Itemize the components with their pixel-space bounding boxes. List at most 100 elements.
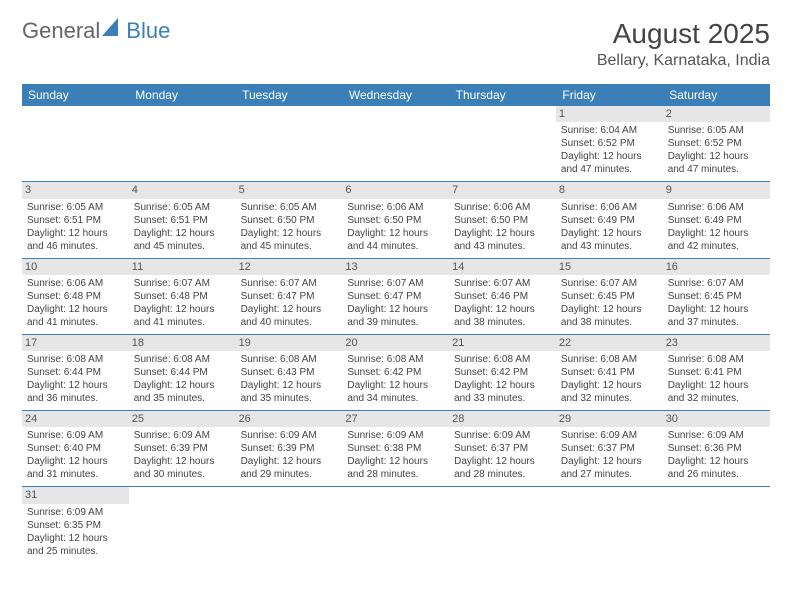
day-info: Sunrise: 6:05 AMSunset: 6:51 PMDaylight:… [134,201,231,253]
day-number: 8 [556,182,663,198]
calendar-row: 31 Sunrise: 6:09 AMSunset: 6:35 PMDayligh… [22,487,770,563]
calendar-cell: 13Sunrise: 6:07 AMSunset: 6:47 PMDayligh… [342,258,449,334]
calendar-cell: 3 Sunrise: 6:05 AMSunset: 6:51 PMDaylight… [22,182,129,258]
day-info: Sunrise: 6:09 AMSunset: 6:35 PMDaylight:… [27,506,124,558]
calendar-cell: 25 Sunrise: 6:09 AMSunset: 6:39 PMDayligh… [129,411,236,487]
day-info: Sunrise: 6:06 AMSunset: 6:49 PMDaylight:… [668,201,765,253]
weekday-header: Sunday [22,84,129,106]
calendar-cell [236,106,343,182]
calendar-cell [129,106,236,182]
calendar-row: 3 Sunrise: 6:05 AMSunset: 6:51 PMDaylight… [22,182,770,258]
calendar-cell: 26 Sunrise: 6:09 AMSunset: 6:39 PMDayligh… [236,411,343,487]
page-title: August 2025 [597,18,770,50]
calendar-cell: 17Sunrise: 6:08 AMSunset: 6:44 PMDayligh… [22,334,129,410]
title-block: August 2025 Bellary, Karnataka, India [597,18,770,70]
calendar-cell: 15 Sunrise: 6:07 AMSunset: 6:45 PMDayligh… [556,258,663,334]
day-info: Sunrise: 6:09 AMSunset: 6:36 PMDaylight:… [668,429,765,481]
day-number: 21 [449,335,556,351]
day-info: Sunrise: 6:06 AMSunset: 6:50 PMDaylight:… [454,201,551,253]
day-info: Sunrise: 6:06 AMSunset: 6:49 PMDaylight:… [561,201,658,253]
day-info: Sunrise: 6:07 AMSunset: 6:48 PMDaylight:… [134,277,231,329]
sail-icon [102,18,124,44]
calendar-row: 1 Sunrise: 6:04 AMSunset: 6:52 PMDaylight… [22,106,770,182]
day-info: Sunrise: 6:09 AMSunset: 6:39 PMDaylight:… [134,429,231,481]
calendar-cell [449,106,556,182]
weekday-header: Monday [129,84,236,106]
calendar-body: 1 Sunrise: 6:04 AMSunset: 6:52 PMDaylight… [22,106,770,563]
calendar-cell: 10 Sunrise: 6:06 AMSunset: 6:48 PMDayligh… [22,258,129,334]
calendar-cell: 31 Sunrise: 6:09 AMSunset: 6:35 PMDayligh… [22,487,129,563]
calendar-cell: 5Sunrise: 6:05 AMSunset: 6:50 PMDaylight… [236,182,343,258]
day-info: Sunrise: 6:05 AMSunset: 6:50 PMDaylight:… [241,201,338,253]
day-info: Sunrise: 6:07 AMSunset: 6:46 PMDaylight:… [454,277,551,329]
weekday-header: Thursday [449,84,556,106]
calendar-cell: 4 Sunrise: 6:05 AMSunset: 6:51 PMDaylight… [129,182,236,258]
day-info: Sunrise: 6:06 AMSunset: 6:48 PMDaylight:… [27,277,124,329]
day-number: 17 [22,335,129,351]
day-number: 26 [236,411,343,427]
logo-text-b: Blue [126,18,170,44]
calendar-cell: 1 Sunrise: 6:04 AMSunset: 6:52 PMDaylight… [556,106,663,182]
day-info: Sunrise: 6:09 AMSunset: 6:37 PMDaylight:… [561,429,658,481]
logo-text-a: General [22,18,100,44]
day-number: 2 [663,106,770,122]
calendar-cell: 6 Sunrise: 6:06 AMSunset: 6:50 PMDaylight… [342,182,449,258]
day-info: Sunrise: 6:09 AMSunset: 6:40 PMDaylight:… [27,429,124,481]
day-number: 16 [663,259,770,275]
calendar-cell: 29Sunrise: 6:09 AMSunset: 6:37 PMDayligh… [556,411,663,487]
day-number: 12 [236,259,343,275]
calendar-cell [129,487,236,563]
day-number: 7 [449,182,556,198]
day-number: 24 [22,411,129,427]
day-number: 15 [556,259,663,275]
day-number: 1 [556,106,663,122]
location: Bellary, Karnataka, India [597,52,770,70]
day-number: 13 [342,259,449,275]
calendar-cell [342,106,449,182]
calendar-cell: 30 Sunrise: 6:09 AMSunset: 6:36 PMDayligh… [663,411,770,487]
calendar-row: 17 Sunrise: 6:08 AMSunset: 6:44 PMDayligh… [22,334,770,410]
day-number: 4 [129,182,236,198]
header: General Blue August 2025 Bellary, Karnat… [22,18,770,70]
weekday-header: Saturday [663,84,770,106]
weekday-header: Wednesday [342,84,449,106]
day-info: Sunrise: 6:05 AMSunset: 6:51 PMDaylight:… [27,201,124,253]
calendar-cell: 11 Sunrise: 6:07 AMSunset: 6:48 PMDayligh… [129,258,236,334]
day-number: 31 [22,487,129,503]
day-number: 3 [22,182,129,198]
calendar-cell [663,487,770,563]
weekday-header: Tuesday [236,84,343,106]
day-number: 25 [129,411,236,427]
calendar-row: 10 Sunrise: 6:06 AMSunset: 6:48 PMDayligh… [22,258,770,334]
day-number: 19 [236,335,343,351]
calendar-cell: 8 Sunrise: 6:06 AMSunset: 6:49 PMDaylight… [556,182,663,258]
day-info: Sunrise: 6:09 AMSunset: 6:37 PMDaylight:… [454,429,551,481]
day-number: 22 [556,335,663,351]
calendar-cell: 22Sunrise: 6:08 AMSunset: 6:41 PMDayligh… [556,334,663,410]
day-number: 23 [663,335,770,351]
day-number: 6 [342,182,449,198]
day-info: Sunrise: 6:07 AMSunset: 6:45 PMDaylight:… [561,277,658,329]
day-info: Sunrise: 6:08 AMSunset: 6:44 PMDaylight:… [134,353,231,405]
day-info: Sunrise: 6:07 AMSunset: 6:47 PMDaylight:… [241,277,338,329]
day-info: Sunrise: 6:06 AMSunset: 6:50 PMDaylight:… [347,201,444,253]
day-number: 18 [129,335,236,351]
calendar-cell: 28Sunrise: 6:09 AMSunset: 6:37 PMDayligh… [449,411,556,487]
calendar-cell: 19Sunrise: 6:08 AMSunset: 6:43 PMDayligh… [236,334,343,410]
day-info: Sunrise: 6:04 AMSunset: 6:52 PMDaylight:… [561,124,658,176]
day-number: 10 [22,259,129,275]
calendar-cell: 18 Sunrise: 6:08 AMSunset: 6:44 PMDayligh… [129,334,236,410]
calendar-cell [342,487,449,563]
day-number: 14 [449,259,556,275]
weekday-header: Friday [556,84,663,106]
calendar-cell: 16 Sunrise: 6:07 AMSunset: 6:45 PMDayligh… [663,258,770,334]
day-number: 11 [129,259,236,275]
calendar-cell: 2Sunrise: 6:05 AMSunset: 6:52 PMDaylight… [663,106,770,182]
calendar-row: 24 Sunrise: 6:09 AMSunset: 6:40 PMDayligh… [22,411,770,487]
calendar-cell: 27Sunrise: 6:09 AMSunset: 6:38 PMDayligh… [342,411,449,487]
day-info: Sunrise: 6:07 AMSunset: 6:45 PMDaylight:… [668,277,765,329]
day-info: Sunrise: 6:09 AMSunset: 6:38 PMDaylight:… [347,429,444,481]
day-info: Sunrise: 6:09 AMSunset: 6:39 PMDaylight:… [241,429,338,481]
calendar-cell: 7 Sunrise: 6:06 AMSunset: 6:50 PMDaylight… [449,182,556,258]
day-number: 30 [663,411,770,427]
